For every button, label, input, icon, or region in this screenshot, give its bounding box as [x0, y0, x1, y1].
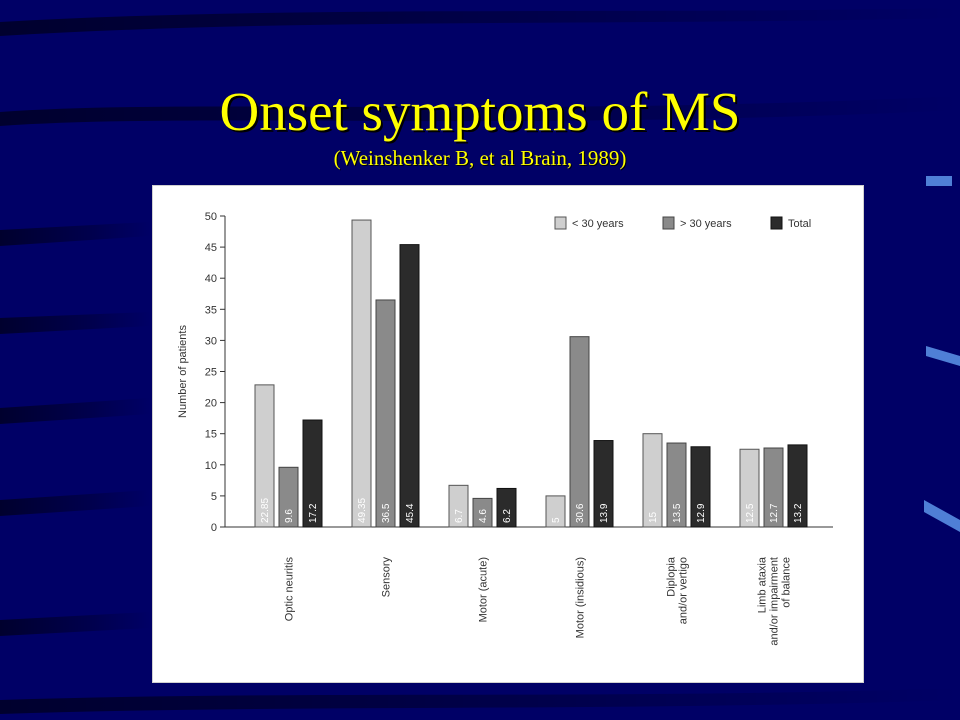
- bar-data-label: 12.5: [745, 503, 756, 523]
- y-tick-label: 40: [205, 273, 217, 285]
- y-tick-label: 5: [211, 491, 217, 503]
- bar: [787, 444, 808, 528]
- legend-swatch: [662, 216, 675, 230]
- y-tick-label: 50: [205, 211, 217, 223]
- x-category-label: Motor (acute): [477, 557, 489, 622]
- y-tick-label: 30: [205, 335, 217, 347]
- legend-label: < 30 years: [572, 218, 624, 230]
- slide-title: Onset symptoms of MS: [219, 81, 741, 142]
- bar: [302, 419, 323, 528]
- bar-data-label: 45.4: [405, 503, 416, 523]
- x-category-label: Optic neuritis: [283, 557, 295, 622]
- x-category-label: Diplopia: [665, 556, 677, 597]
- y-axis-label: Number of patients: [177, 325, 189, 418]
- x-category-label: of balance: [780, 557, 792, 608]
- bar-data-label: 13.2: [793, 503, 804, 523]
- bar-chart: 0 5 10 15 20 25 30 35 40 45 50 Number of patients 22…: [177, 211, 833, 646]
- legend-swatch: [554, 216, 567, 230]
- bar: [278, 466, 299, 528]
- legend-label: > 30 years: [680, 218, 732, 230]
- bar-data-label: 12.9: [696, 503, 707, 523]
- bar-data-label: 22.85: [260, 498, 271, 523]
- y-tick-label: 0: [211, 522, 217, 534]
- title-block: Onset symptoms of MS: [0, 82, 960, 142]
- bar: [254, 384, 275, 528]
- x-category-label: Limb ataxia: [756, 556, 768, 613]
- bar: [448, 484, 469, 528]
- bar-data-label: 6.2: [502, 509, 513, 523]
- bar: [472, 497, 493, 528]
- x-category-label: and/or impairment: [768, 557, 780, 646]
- y-tick-label: 45: [205, 242, 217, 254]
- bar-data-label: 6.7: [454, 509, 465, 523]
- bar-data-label: 13.9: [599, 503, 610, 523]
- bar: [399, 244, 420, 528]
- bar: [496, 487, 517, 528]
- y-tick-label: 15: [205, 429, 217, 441]
- bar: [690, 446, 711, 528]
- bar-data-label: 17.2: [308, 503, 319, 523]
- bar: [545, 495, 566, 528]
- bar-data-label: 5: [551, 517, 562, 523]
- bar: [593, 440, 614, 528]
- x-category-label: and/or vertigo: [677, 557, 689, 624]
- bar: [739, 448, 760, 528]
- slide-subtitle: (Weinshenker B, et al Brain, 1989): [333, 146, 627, 170]
- bar-data-label: 13.5: [672, 503, 683, 523]
- x-category-label: Sensory: [380, 557, 392, 598]
- x-category-label: Motor (insidious): [574, 557, 586, 638]
- bar: [763, 447, 784, 528]
- bar-data-label: 9.6: [284, 509, 295, 523]
- legend-label: Total: [788, 218, 811, 230]
- bar-data-label: 36.5: [381, 503, 392, 523]
- bar: [375, 299, 396, 528]
- chart-panel: 0 5 10 15 20 25 30 35 40 45 50 Number of patients 22…: [152, 185, 864, 683]
- y-tick-label: 20: [205, 398, 217, 410]
- bar: [666, 442, 687, 528]
- bar-data-label: 15: [648, 511, 659, 523]
- bar-data-label: 4.6: [478, 509, 489, 523]
- bar-data-label: 30.6: [575, 503, 586, 523]
- y-tick-label: 10: [205, 460, 217, 472]
- bar-data-label: 49.35: [357, 498, 368, 523]
- bar: [642, 433, 663, 528]
- y-tick-label: 35: [205, 304, 217, 316]
- y-tick-label: 25: [205, 367, 217, 379]
- bar-data-label: 12.7: [769, 503, 780, 523]
- bar: [351, 219, 372, 528]
- bar: [569, 336, 590, 528]
- legend-swatch: [770, 216, 783, 230]
